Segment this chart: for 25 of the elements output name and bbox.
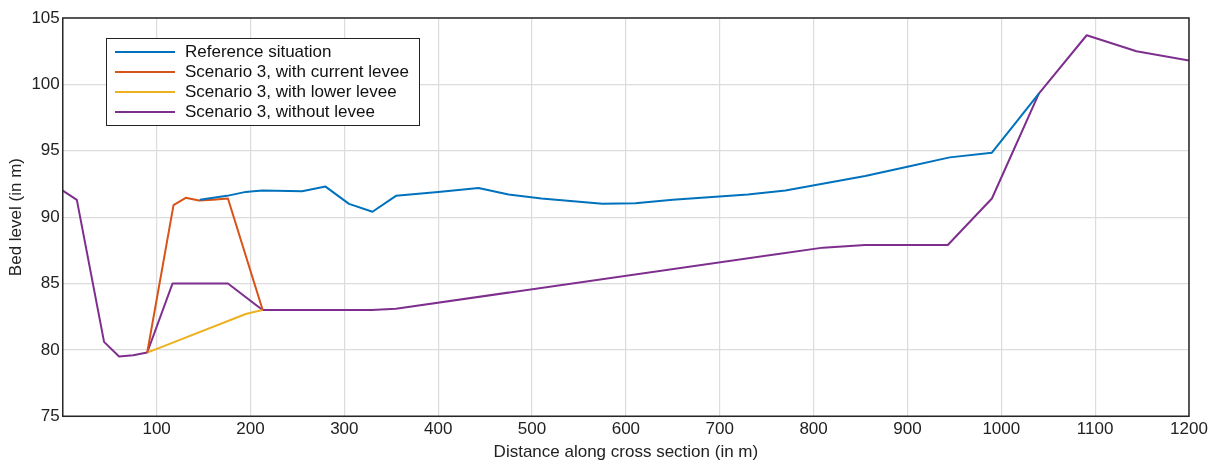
legend-label: Scenario 3, without levee (185, 102, 375, 122)
x-tick-label: 900 (893, 419, 922, 439)
x-tick-label: 300 (330, 419, 359, 439)
legend-label: Reference situation (185, 42, 332, 62)
x-tick-label: 700 (705, 419, 734, 439)
x-tick-label: 1100 (1076, 419, 1114, 439)
y-tick-label: 95 (40, 140, 60, 160)
x-tick-label: 100 (142, 419, 171, 439)
x-tick-label: 500 (517, 419, 547, 439)
y-axis-title: Bed level (in m) (5, 158, 25, 277)
legend-label: Scenario 3, with lower levee (185, 82, 397, 102)
x-tick-label: 400 (423, 419, 453, 439)
y-tick-label: 80 (40, 339, 60, 359)
y-tick-label: 75 (40, 405, 60, 425)
y-tick-label: 90 (40, 206, 60, 226)
y-tick-label: 85 (40, 273, 60, 293)
x-tick-label: 800 (799, 419, 828, 439)
x-tick-label: 1200 (1170, 419, 1208, 439)
x-axis-title: Distance along cross section (in m) (493, 442, 759, 462)
x-tick-label: 200 (236, 419, 265, 439)
legend-label: Scenario 3, with current levee (185, 62, 409, 82)
x-tick-label: 600 (611, 419, 641, 439)
x-tick-label: 1000 (982, 419, 1021, 439)
y-tick-label: 100 (31, 74, 60, 94)
y-tick-label: 105 (31, 7, 60, 27)
